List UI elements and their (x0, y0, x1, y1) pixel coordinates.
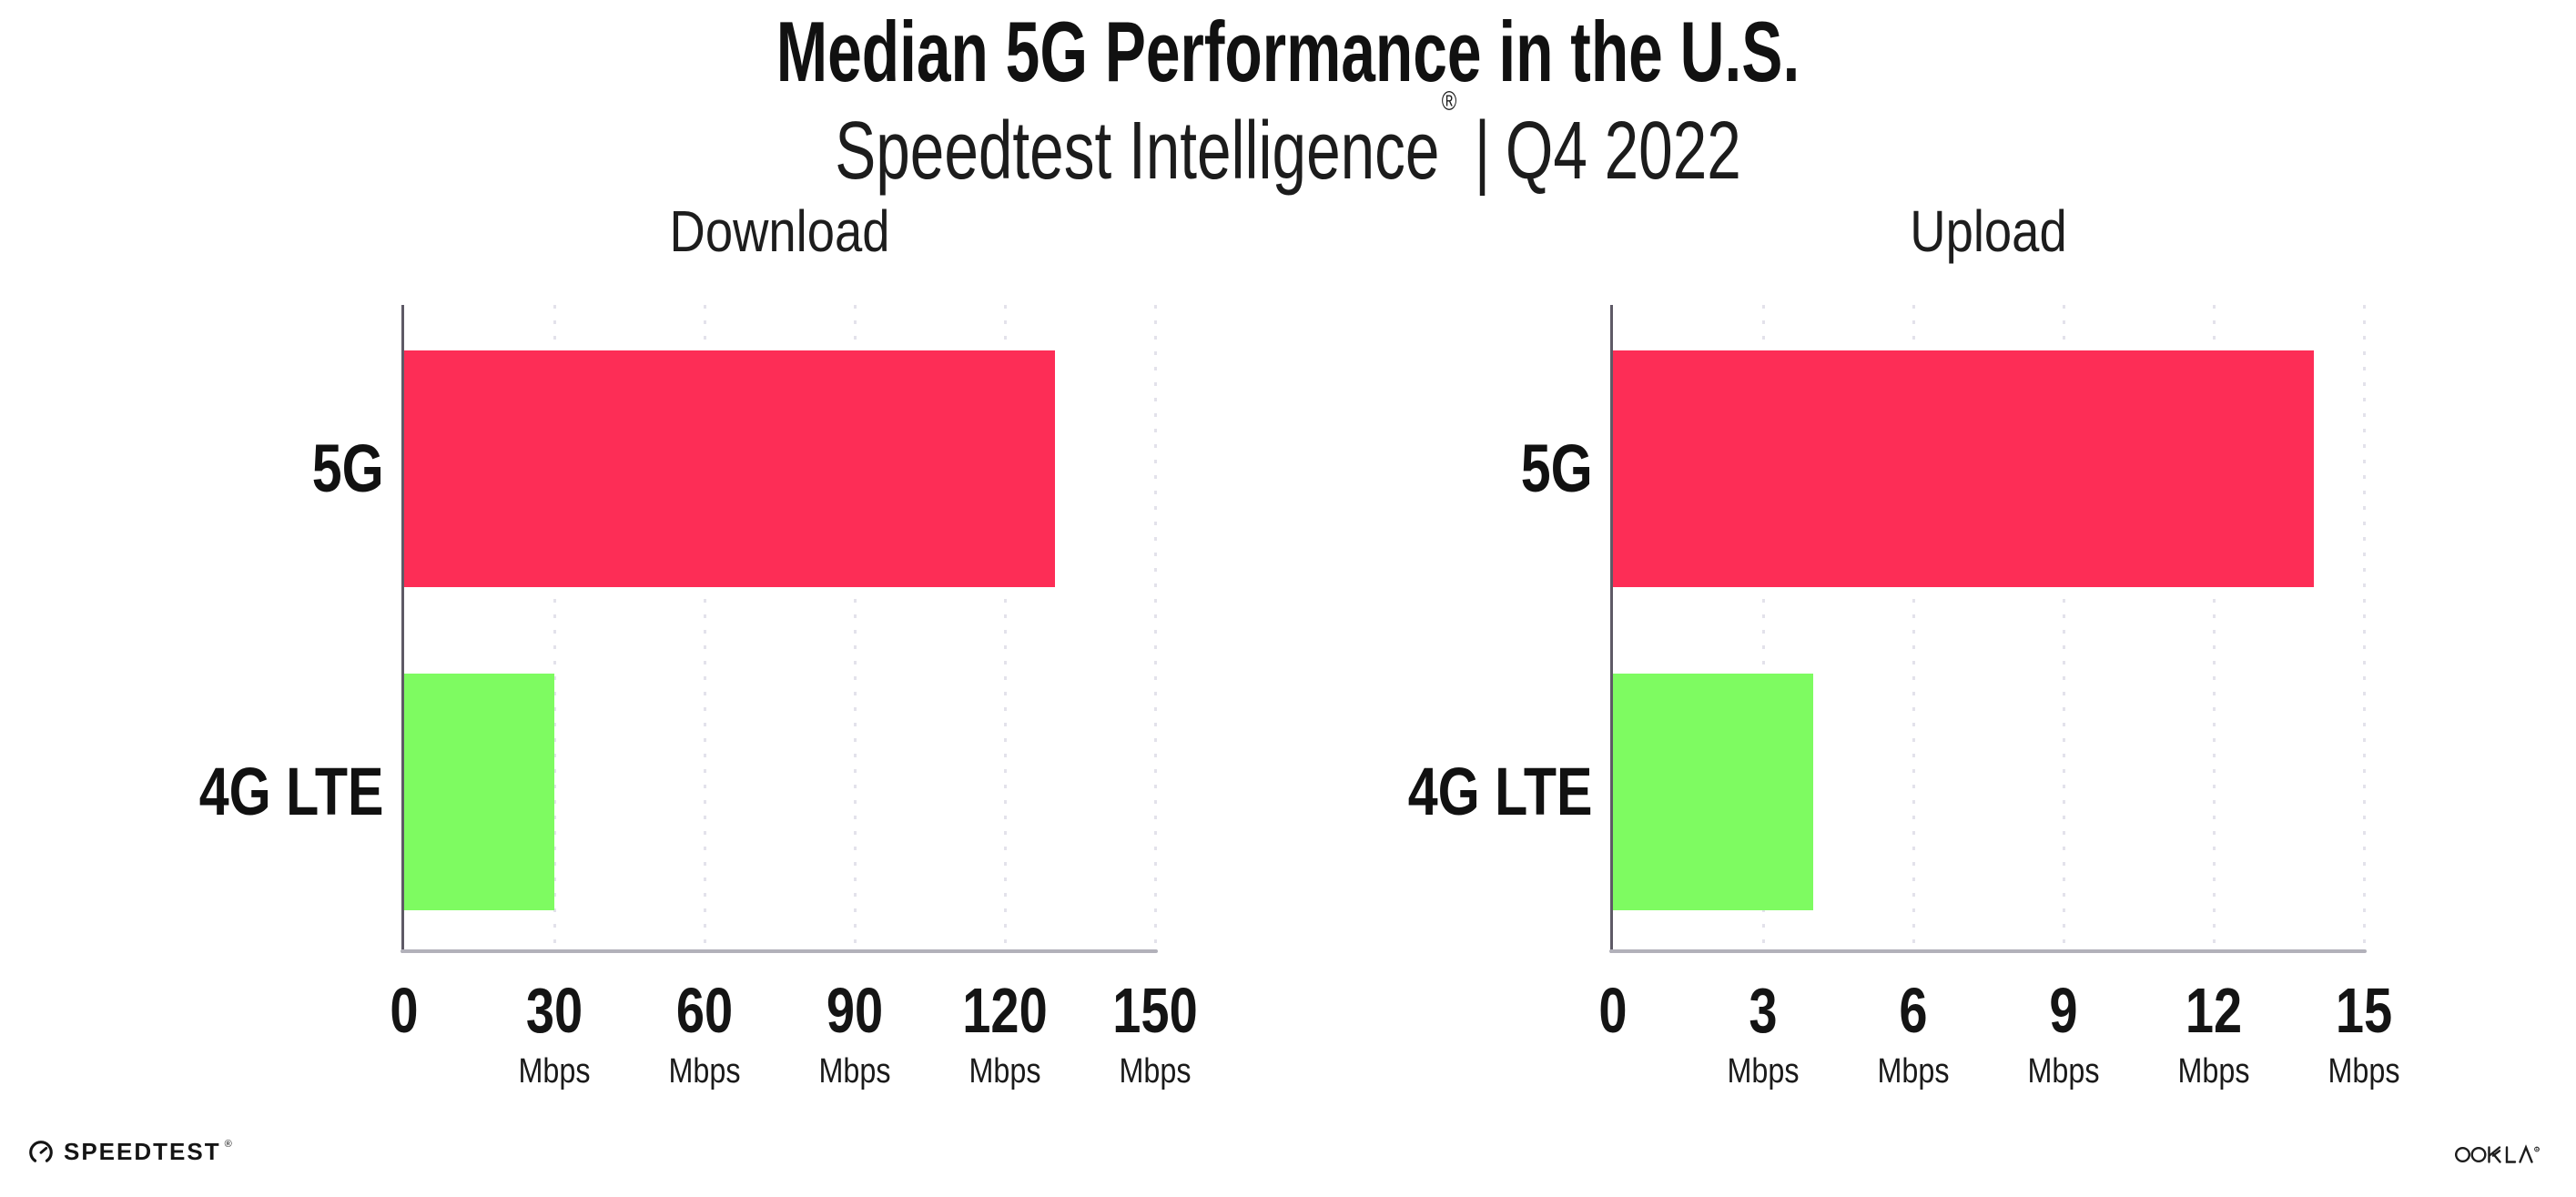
bar-4g-lte (1613, 674, 1813, 910)
bar-4g-lte (404, 674, 554, 910)
gridline-120 (1003, 305, 1007, 948)
y-axis-line (401, 305, 404, 953)
upload-chart: Upload 0 3 Mbps 6 Mbps 9 Mbps 12 Mbps 15 Mbps 5G 4G … (1408, 0, 2399, 1197)
speedtest-gauge-icon (29, 1140, 53, 1162)
x-tick-label-6: 6 (1899, 975, 1928, 1046)
x-tick-unit-120: Mbps (969, 1052, 1041, 1090)
gridline-12 (2212, 305, 2216, 948)
x-tick-unit-90: Mbps (818, 1052, 891, 1090)
gridline-60 (703, 305, 706, 948)
x-tick-label-30: 30 (525, 975, 583, 1046)
x-axis-line (401, 949, 1158, 953)
gridline-90 (853, 305, 857, 948)
gridline-30 (553, 305, 556, 948)
ookla-wordmark: R (2455, 1144, 2540, 1163)
gridline-6 (1912, 305, 1915, 948)
speedtest-logo: SPEEDTEST ® (27, 1138, 238, 1166)
gridline-3 (1761, 305, 1765, 948)
subtitle-product: Speedtest Intelligence (835, 106, 1440, 197)
category-label-5g: 5G (312, 431, 384, 506)
gridline-9 (2062, 305, 2065, 948)
page-title: Median 5G Performance in the U.S. (776, 4, 1800, 99)
x-tick-label-150: 150 (1112, 975, 1198, 1046)
x-tick-unit-15: Mbps (2328, 1052, 2400, 1090)
registered-trademark-symbol: ® (1441, 86, 1457, 117)
subtitle-period: Q4 2022 (1505, 106, 1741, 197)
x-tick-label-0: 0 (1598, 975, 1628, 1046)
speedtest-trademark-symbol: ® (224, 1138, 232, 1150)
x-tick-label-15: 15 (2335, 975, 2393, 1046)
x-tick-unit-150: Mbps (1119, 1052, 1192, 1090)
y-axis-line (1610, 305, 1613, 953)
upload-chart-title: Upload (1910, 198, 2067, 264)
category-label-5g: 5G (1521, 431, 1593, 506)
x-tick-unit-6: Mbps (1877, 1052, 1950, 1090)
gridline-150 (1153, 305, 1157, 948)
x-tick-label-3: 3 (1749, 975, 1778, 1046)
bar-5g (1613, 350, 2314, 587)
svg-text:R: R (2536, 1147, 2540, 1152)
x-tick-label-120: 120 (962, 975, 1048, 1046)
speedtest-wordmark: SPEEDTEST (64, 1138, 221, 1165)
x-axis-line (1609, 949, 2367, 953)
category-label-4g-lte: 4G LTE (199, 754, 384, 829)
x-tick-label-9: 9 (2049, 975, 2078, 1046)
x-tick-unit-12: Mbps (2177, 1052, 2250, 1090)
x-tick-label-12: 12 (2185, 975, 2243, 1046)
category-label-4g-lte: 4G LTE (1408, 754, 1593, 829)
x-tick-unit-60: Mbps (668, 1052, 741, 1090)
download-plot-area (401, 305, 1158, 953)
gridline-15 (2362, 305, 2366, 948)
x-tick-unit-3: Mbps (1727, 1052, 1800, 1090)
x-tick-label-60: 60 (675, 975, 734, 1046)
x-tick-label-90: 90 (826, 975, 884, 1046)
bar-5g (404, 350, 1055, 587)
x-tick-unit-9: Mbps (2027, 1052, 2100, 1090)
x-tick-label-0: 0 (390, 975, 419, 1046)
x-tick-unit-30: Mbps (518, 1052, 591, 1090)
download-chart-title: Download (669, 198, 890, 264)
upload-plot-area (1609, 305, 2367, 953)
page-subtitle: Speedtest Intelligence® | Q4 2022 (835, 86, 1741, 198)
download-chart: Download 0 30 Mbps 60 Mbps 90 Mbps 120 Mbps 150 Mb… (199, 0, 1198, 1197)
ookla-logo: OOKLA R (2455, 1141, 2546, 1166)
subtitle-separator: | (1474, 106, 1491, 197)
